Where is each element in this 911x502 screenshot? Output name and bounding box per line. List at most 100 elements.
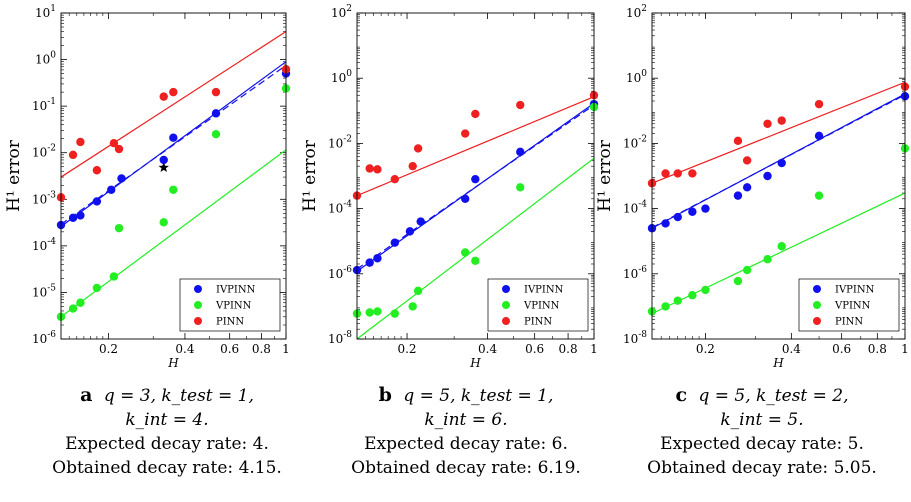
point-vpinn xyxy=(742,265,752,275)
y-tick-label: 10-6 xyxy=(328,265,352,281)
point-vpinn xyxy=(413,286,423,296)
point-pinn xyxy=(763,119,772,128)
caption-b: b q = 5, k_test = 1, k_int = 6. Expected… xyxy=(316,383,616,480)
point-pinn xyxy=(742,156,752,165)
x-tick-label: 0.4 xyxy=(478,342,497,356)
star-marker xyxy=(158,162,169,173)
y-tick-label: 10-8 xyxy=(328,330,352,346)
point-pinn xyxy=(777,116,786,125)
point-ivpinn xyxy=(742,183,752,192)
point-vpinn xyxy=(763,255,772,264)
x-tick-label: 0.4 xyxy=(175,342,194,356)
point-pinn xyxy=(211,87,221,97)
legend: IVPINN VPINN PINN xyxy=(798,278,900,332)
point-ivpinn xyxy=(661,219,670,228)
point-pinn xyxy=(408,161,417,171)
y-tick-label: 10-4 xyxy=(328,200,352,216)
x-tick-label: 0.8 xyxy=(868,342,887,356)
point-vpinn xyxy=(169,185,178,194)
point-pinn xyxy=(159,92,168,101)
point-ivpinn xyxy=(365,258,374,267)
point-pinn xyxy=(390,174,400,184)
point-vpinn xyxy=(471,256,480,266)
y-tick-label: 10-6 xyxy=(623,265,647,281)
caption-b-line1: b q = 5, k_test = 1, xyxy=(316,383,616,408)
y-tick-label: 10-8 xyxy=(623,330,647,346)
caption-a-kint: k_int = 4. xyxy=(125,410,209,430)
point-pinn xyxy=(471,109,480,119)
legend-marker-pinn xyxy=(813,317,821,325)
point-vpinn xyxy=(733,276,743,286)
point-ivpinn xyxy=(373,254,382,263)
y-axis-label: H¹ error xyxy=(4,139,24,212)
y-tick-label: 100 xyxy=(35,51,56,67)
chart-panel-a: 10-6 10-5 10-4 10-3 10-2 10-1 100 101 0.2 0.4 0.6 0… xyxy=(4,4,291,370)
caption-a-obtained: Obtained decay rate: 4.15. xyxy=(52,458,282,478)
point-ivpinn xyxy=(92,197,102,206)
x-axis-label: H xyxy=(469,356,481,370)
point-pinn xyxy=(688,169,697,178)
point-pinn xyxy=(461,129,470,138)
legend-label-ivpinn: IVPINN xyxy=(216,285,256,296)
point-pinn xyxy=(169,87,178,97)
plot-frame xyxy=(651,12,906,340)
point-ivpinn xyxy=(688,207,697,216)
y-tick-label: 102 xyxy=(626,4,647,20)
fit-line-vpinn xyxy=(356,157,595,340)
y-tick-label: 10-5 xyxy=(32,283,56,299)
plot-frame xyxy=(356,12,595,340)
caption-a-line1: a q = 3, k_test = 1, xyxy=(17,383,317,408)
caption-c-obtained: Obtained decay rate: 5.05. xyxy=(647,458,877,478)
point-pinn xyxy=(365,164,374,173)
y-axis-label: H¹ error xyxy=(300,139,320,212)
point-vpinn xyxy=(365,308,374,317)
point-vpinn xyxy=(114,223,124,233)
fit-line-pinn xyxy=(60,31,287,178)
point-ivpinn xyxy=(777,158,786,168)
x-tick-label: 0.4 xyxy=(782,342,801,356)
y-tick-label: 10-3 xyxy=(32,190,56,206)
point-pinn xyxy=(109,139,119,148)
x-tick-label: 0.6 xyxy=(220,342,239,356)
point-ivpinn xyxy=(76,211,85,220)
point-vpinn xyxy=(68,304,78,313)
legend-label-ivpinn: IVPINN xyxy=(524,285,564,296)
point-ivpinn xyxy=(390,238,400,247)
caption-c-letter: c xyxy=(675,384,688,406)
legend-marker-vpinn xyxy=(813,301,821,309)
point-ivpinn xyxy=(814,131,824,141)
x-tick-label: 1 xyxy=(590,342,598,356)
x-tick-label: 0.2 xyxy=(397,342,416,356)
charts-area: 10-6 10-5 10-4 10-3 10-2 10-1 100 101 0.2 0.4 0.6 0… xyxy=(4,4,910,370)
point-pinn xyxy=(733,136,743,146)
y-tick-label: 100 xyxy=(331,69,352,85)
legend-label-vpinn: VPINN xyxy=(834,301,871,312)
legend-marker-vpinn xyxy=(502,301,510,309)
legend-label-pinn: PINN xyxy=(524,317,552,328)
point-vpinn xyxy=(516,183,525,192)
caption-b-params: q = 5, k_test = 1, xyxy=(403,386,554,406)
legend: IVPINN VPINN PINN xyxy=(487,278,589,332)
point-ivpinn xyxy=(701,204,710,213)
caption-b-expected: Expected decay rate: 6. xyxy=(364,434,568,454)
caption-a-params: q = 3, k_test = 1, xyxy=(103,386,254,406)
point-vpinn xyxy=(390,309,400,318)
caption-c-kint: k_int = 5. xyxy=(720,410,804,430)
legend-marker-pinn xyxy=(502,317,510,325)
point-ivpinn xyxy=(471,174,480,184)
caption-b-obtained: Obtained decay rate: 6.19. xyxy=(351,458,581,478)
point-ivpinn xyxy=(117,174,126,183)
point-ivpinn xyxy=(416,217,425,226)
x-tick-label: 0.2 xyxy=(99,342,118,356)
point-ivpinn xyxy=(169,133,178,142)
x-tick-label: 0.8 xyxy=(559,342,578,356)
point-vpinn xyxy=(76,298,85,307)
point-pinn xyxy=(114,144,124,154)
y-tick-label: 10-2 xyxy=(623,134,647,150)
point-ivpinn xyxy=(68,213,78,223)
point-pinn xyxy=(661,169,670,178)
point-vpinn xyxy=(661,302,670,311)
point-ivpinn xyxy=(159,155,168,165)
point-vpinn xyxy=(211,129,221,139)
